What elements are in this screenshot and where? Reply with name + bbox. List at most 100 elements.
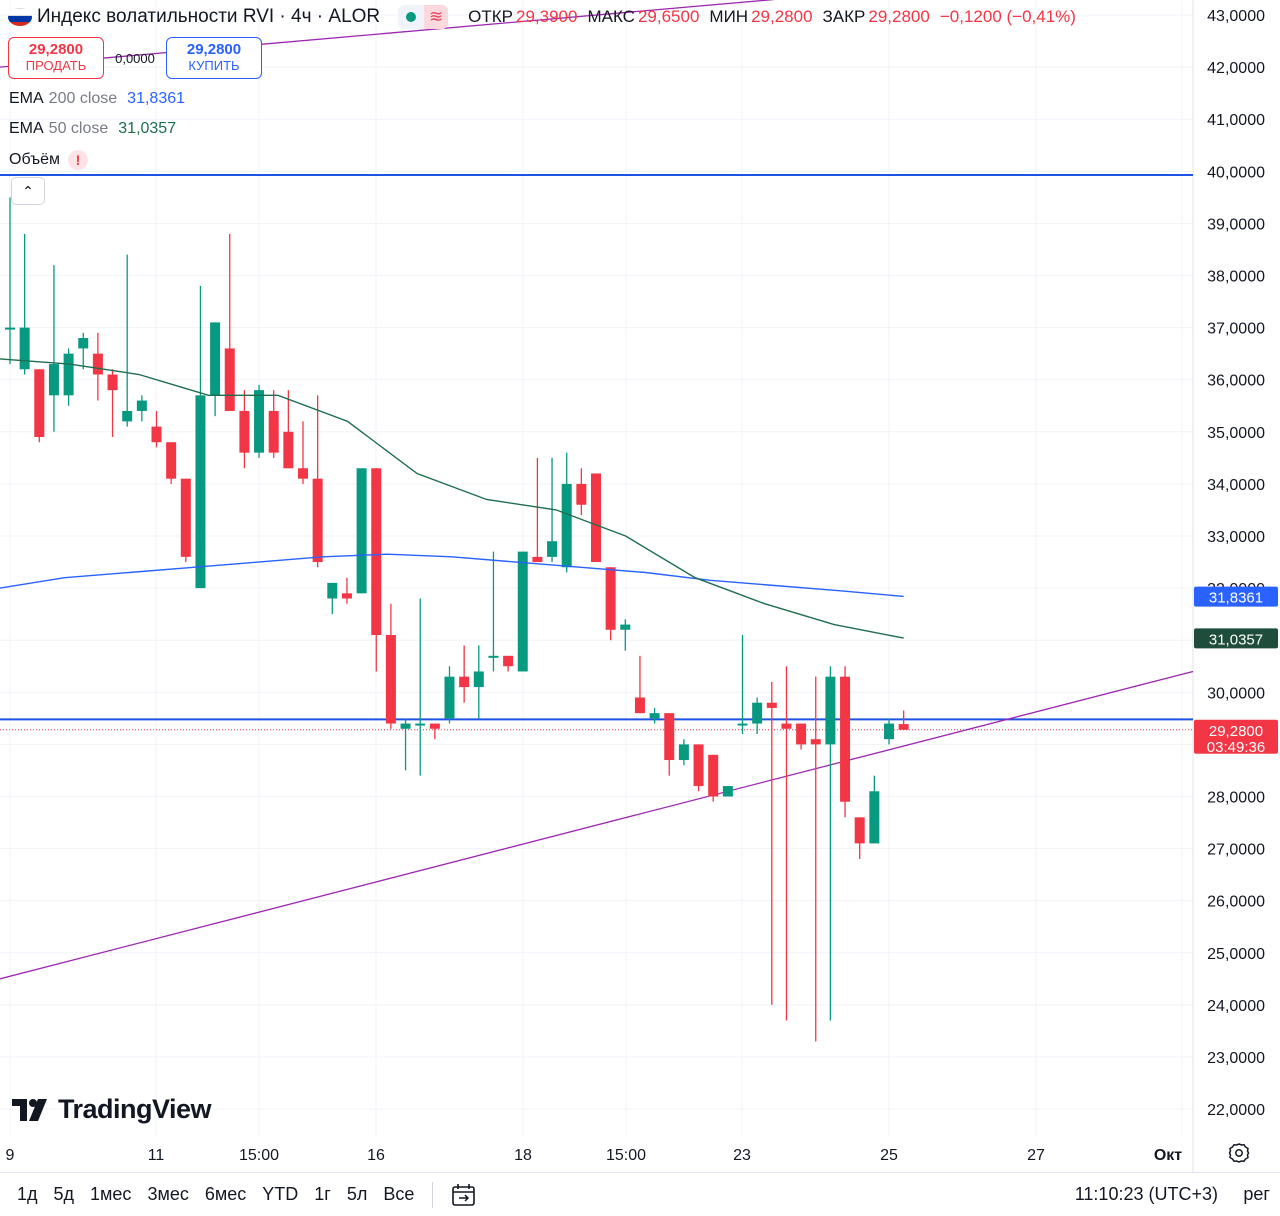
candle-body — [532, 556, 543, 563]
candle-body — [151, 426, 162, 443]
low-value: 29,2800 — [751, 7, 813, 26]
ema50-price-tag-bg — [1194, 628, 1278, 649]
candle — [664, 713, 675, 776]
candle — [19, 233, 30, 375]
delayed-data-icon[interactable]: ≋ — [424, 5, 449, 29]
volume-legend[interactable]: Объём ! — [9, 150, 88, 170]
candle — [151, 410, 162, 448]
candle-body — [810, 739, 821, 745]
candle — [898, 710, 909, 730]
candle — [400, 718, 411, 771]
candle — [781, 666, 792, 1021]
high-value: 29,6500 — [637, 7, 700, 26]
candle-body — [840, 676, 851, 802]
candle-body — [605, 567, 616, 630]
candle-body — [781, 723, 792, 729]
candle-body — [63, 353, 74, 396]
symbol-title[interactable]: Индекс волатильности RVI · 4ч · ALOR — [37, 6, 381, 27]
range-5y[interactable]: 5л — [346, 1184, 368, 1204]
tradingview-logo-icon — [12, 1098, 47, 1121]
clock-timezone[interactable]: 11:10:23 (UTC+3) — [1074, 1184, 1218, 1204]
price-tick-label: 27,0000 — [1207, 842, 1265, 859]
scale-mode-toggle[interactable]: рег — [1243, 1184, 1270, 1204]
candle-body — [385, 634, 396, 724]
market-status[interactable]: ≋ — [398, 5, 449, 29]
warning-icon[interactable]: ! — [67, 150, 88, 170]
candle-body — [517, 551, 528, 672]
price-tick-label: 33,0000 — [1207, 529, 1265, 546]
last-price-tag-text: 29,2800 — [1209, 723, 1263, 740]
range-all[interactable]: Все — [383, 1184, 415, 1204]
candle — [166, 442, 177, 484]
sell-label: ПРОДАТЬ — [25, 58, 87, 73]
candle-body — [180, 478, 191, 557]
candle-body — [78, 338, 89, 349]
buy-button[interactable]: 29,2800 КУПИТЬ — [166, 37, 262, 79]
candle — [444, 666, 455, 724]
candle — [210, 322, 221, 417]
candle-body — [708, 754, 719, 797]
price-tick-label: 38,0000 — [1207, 269, 1265, 286]
candle — [122, 254, 133, 427]
price-tick-label: 34,0000 — [1207, 477, 1265, 494]
candle-body — [884, 723, 894, 740]
candle — [517, 551, 528, 672]
candle-body — [415, 723, 426, 726]
candle — [649, 707, 660, 724]
range-6m[interactable]: 6мес — [204, 1184, 247, 1204]
chart-canvas[interactable]: 43,0000 42,0000 41,0000 40,0000 39,0000 38,00… — [0, 0, 1280, 1172]
candle — [532, 457, 543, 563]
price-tick-label: 40,0000 — [1207, 164, 1265, 181]
candle — [620, 619, 631, 651]
time-tick-label: 27 — [1027, 1147, 1045, 1164]
candle — [605, 567, 616, 641]
horizontal-levels — [0, 173, 1193, 731]
candle-body — [503, 655, 514, 667]
candle — [63, 348, 74, 406]
volume-name: Объём — [9, 151, 60, 168]
candle — [488, 551, 499, 672]
candle-body — [341, 593, 352, 599]
price-tick-label: 39,0000 — [1207, 216, 1265, 233]
candle — [503, 655, 514, 672]
candle-body — [473, 671, 484, 688]
candle — [810, 676, 821, 1042]
collapse-legend-button[interactable]: ⌃ — [11, 177, 45, 205]
range-ytd[interactable]: YTD — [262, 1184, 299, 1204]
range-3m[interactable]: 3мес — [147, 1184, 189, 1204]
ema200-price-tag-bg — [1194, 586, 1278, 607]
candle — [693, 744, 704, 792]
candle — [561, 452, 572, 573]
candle-body — [92, 353, 103, 375]
price-tick-label: 25,0000 — [1207, 946, 1265, 963]
tradingview-logo[interactable]: TradingView — [12, 1094, 212, 1125]
candle-body — [737, 723, 748, 726]
ema200-legend[interactable]: EMA 200 close 31,8361 — [9, 90, 185, 108]
candle-body — [459, 676, 470, 688]
go-to-date-calendar-icon[interactable] — [451, 1183, 477, 1207]
candle — [722, 786, 733, 797]
ema50-legend[interactable]: EMA 50 close 31,0357 — [9, 120, 176, 138]
candle — [415, 598, 426, 776]
settings-gear-icon[interactable] — [1228, 1142, 1250, 1164]
candle — [429, 723, 440, 740]
buy-label: КУПИТЬ — [188, 58, 240, 73]
candle — [356, 468, 367, 594]
time-tick-label: 15:00 — [239, 1147, 279, 1164]
last-price-tag-bg — [1194, 719, 1278, 754]
candle-body — [796, 723, 807, 745]
candle — [224, 233, 235, 411]
range-1d[interactable]: 1д — [17, 1184, 38, 1204]
candle — [254, 384, 265, 458]
range-5d[interactable]: 5д — [53, 1184, 75, 1204]
candle-body — [356, 468, 367, 594]
sell-button[interactable]: 29,2800 ПРОДАТЬ — [8, 37, 104, 79]
trade-panel: 29,2800 ПРОДАТЬ 0,0000 29,2800 КУПИТЬ — [8, 37, 262, 79]
candle — [385, 603, 396, 729]
range-1y[interactable]: 1г — [314, 1184, 331, 1204]
candle — [298, 421, 308, 484]
range-1m[interactable]: 1мес — [90, 1184, 132, 1204]
candle-body — [5, 327, 15, 330]
candle — [180, 478, 191, 563]
candle-body — [312, 478, 323, 563]
